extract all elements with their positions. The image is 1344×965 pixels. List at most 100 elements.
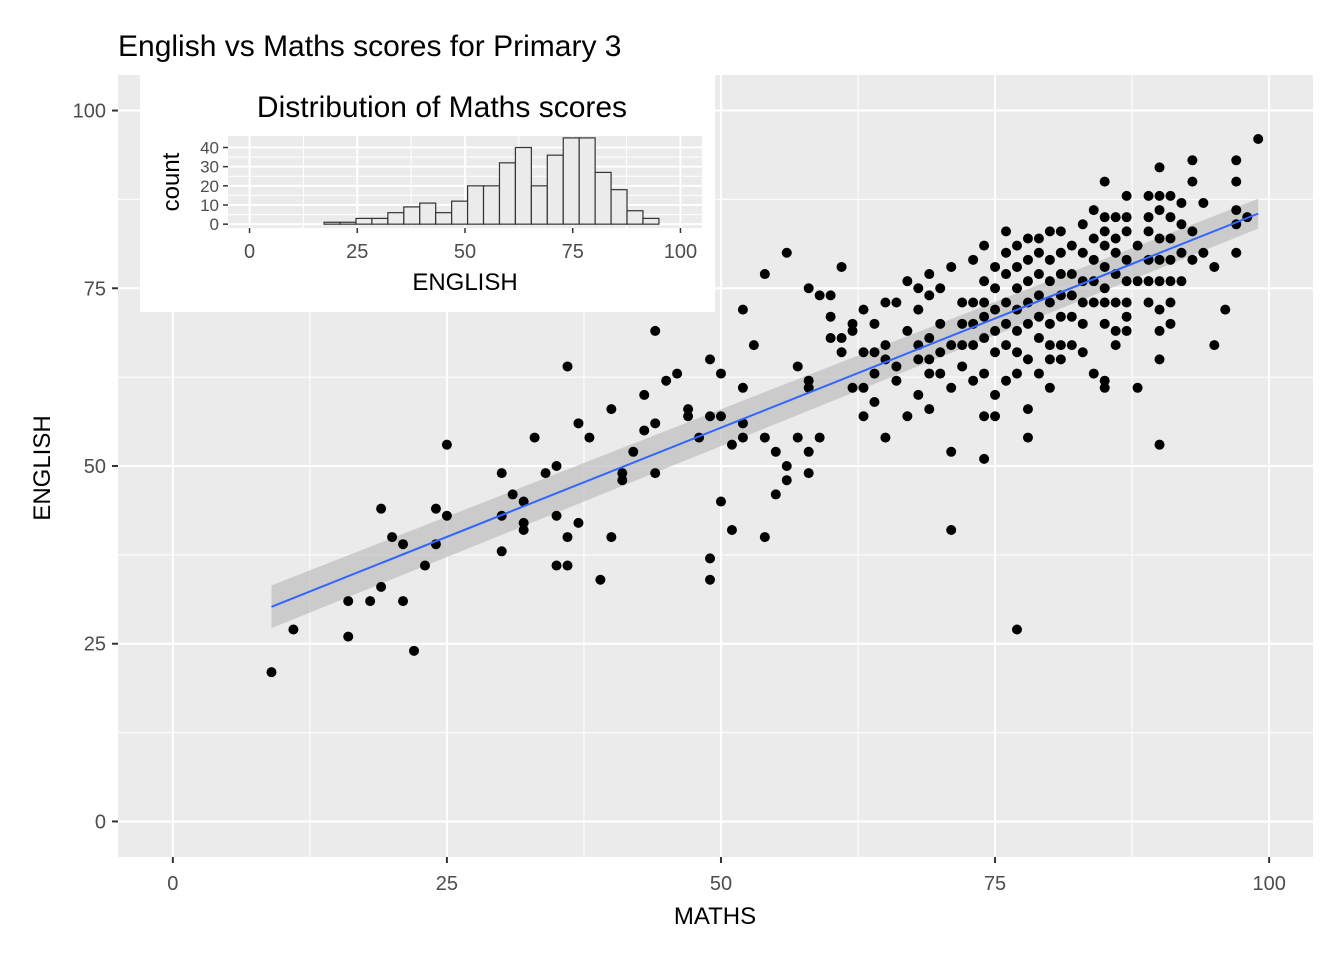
- y-tick-label: 75: [84, 278, 106, 300]
- histogram-bar: [387, 212, 405, 225]
- data-point: [441, 510, 452, 521]
- data-point: [1165, 297, 1176, 308]
- histogram-bar: [403, 206, 421, 225]
- x-tick-label: 25: [436, 873, 458, 895]
- data-point: [990, 325, 1001, 336]
- inset-x-axis-ticks: 0 25 50 75 100: [244, 228, 697, 263]
- data-point: [661, 375, 672, 386]
- data-point: [847, 318, 858, 329]
- data-point: [902, 325, 913, 336]
- data-point: [1154, 439, 1165, 450]
- data-point: [1187, 254, 1198, 265]
- histogram-bar: [466, 185, 485, 225]
- data-point: [1077, 318, 1088, 329]
- data-point: [891, 375, 902, 386]
- data-point: [1001, 340, 1012, 351]
- data-point: [1001, 247, 1012, 258]
- data-point: [924, 333, 935, 344]
- data-point: [617, 468, 628, 479]
- data-point: [1110, 297, 1121, 308]
- data-point: [518, 524, 529, 535]
- data-point: [781, 475, 792, 486]
- data-point: [1110, 340, 1121, 351]
- data-point: [803, 283, 814, 294]
- data-point: [869, 347, 880, 358]
- data-point: [1253, 133, 1264, 144]
- data-point: [946, 382, 957, 393]
- data-point: [430, 503, 441, 514]
- data-point: [1044, 254, 1055, 265]
- data-point: [376, 581, 387, 592]
- y-axis-ticks: 0 25 50 75 100: [73, 101, 118, 833]
- data-point: [1099, 226, 1110, 237]
- data-point: [715, 496, 726, 507]
- histogram-bar: [594, 171, 612, 225]
- data-point: [518, 496, 529, 507]
- data-point: [496, 468, 507, 479]
- data-point: [1209, 261, 1220, 272]
- data-point: [343, 631, 354, 642]
- data-point: [869, 368, 880, 379]
- data-point: [1231, 155, 1242, 166]
- data-point: [419, 560, 430, 571]
- data-point: [979, 276, 990, 287]
- data-point: [1132, 382, 1143, 393]
- inset-x-tick-label: 25: [346, 241, 368, 263]
- data-point: [1077, 347, 1088, 358]
- data-point: [1176, 247, 1187, 258]
- data-point: [1077, 297, 1088, 308]
- data-point: [1165, 254, 1176, 265]
- data-point: [946, 340, 957, 351]
- data-point: [858, 347, 869, 358]
- data-point: [990, 389, 1001, 400]
- data-point: [288, 624, 299, 635]
- data-point: [1055, 340, 1066, 351]
- data-point: [1033, 233, 1044, 244]
- regression-line: [271, 212, 1259, 608]
- data-point: [946, 261, 957, 272]
- data-point: [1055, 226, 1066, 237]
- data-point: [913, 354, 924, 365]
- data-point: [1099, 176, 1110, 187]
- data-point: [1110, 212, 1121, 223]
- inset-y-tick-label: 30: [200, 158, 219, 177]
- data-point: [1121, 311, 1132, 322]
- data-point: [1001, 269, 1012, 280]
- data-point: [1154, 205, 1165, 216]
- data-point: [1011, 283, 1022, 294]
- data-point: [441, 439, 452, 450]
- data-point: [814, 290, 825, 301]
- data-point: [1143, 297, 1154, 308]
- histogram-bar: [498, 162, 517, 225]
- data-point: [1121, 212, 1132, 223]
- data-point: [913, 304, 924, 315]
- confidence-ribbon: [271, 198, 1259, 629]
- data-point: [1022, 276, 1033, 287]
- data-point: [825, 333, 836, 344]
- data-point: [803, 446, 814, 457]
- data-point: [1066, 269, 1077, 280]
- data-point: [705, 411, 716, 422]
- data-point: [869, 397, 880, 408]
- data-point: [1099, 261, 1110, 272]
- data-point: [726, 524, 737, 535]
- data-point: [606, 532, 617, 543]
- inset-x-axis-label: ENGLISH: [412, 269, 517, 296]
- data-point: [902, 276, 913, 287]
- data-point: [1198, 197, 1209, 208]
- data-point: [1011, 624, 1022, 635]
- data-point: [562, 361, 573, 372]
- data-point: [1088, 297, 1099, 308]
- data-point: [1001, 318, 1012, 329]
- data-point: [1121, 325, 1132, 336]
- data-point: [858, 382, 869, 393]
- inset-x-tick-label: 75: [562, 241, 584, 263]
- data-point: [595, 574, 606, 585]
- data-point: [1022, 318, 1033, 329]
- data-point: [1055, 247, 1066, 258]
- histogram-bar: [419, 202, 437, 225]
- histogram-bar: [339, 221, 357, 225]
- data-point: [1055, 269, 1066, 280]
- data-point: [946, 446, 957, 457]
